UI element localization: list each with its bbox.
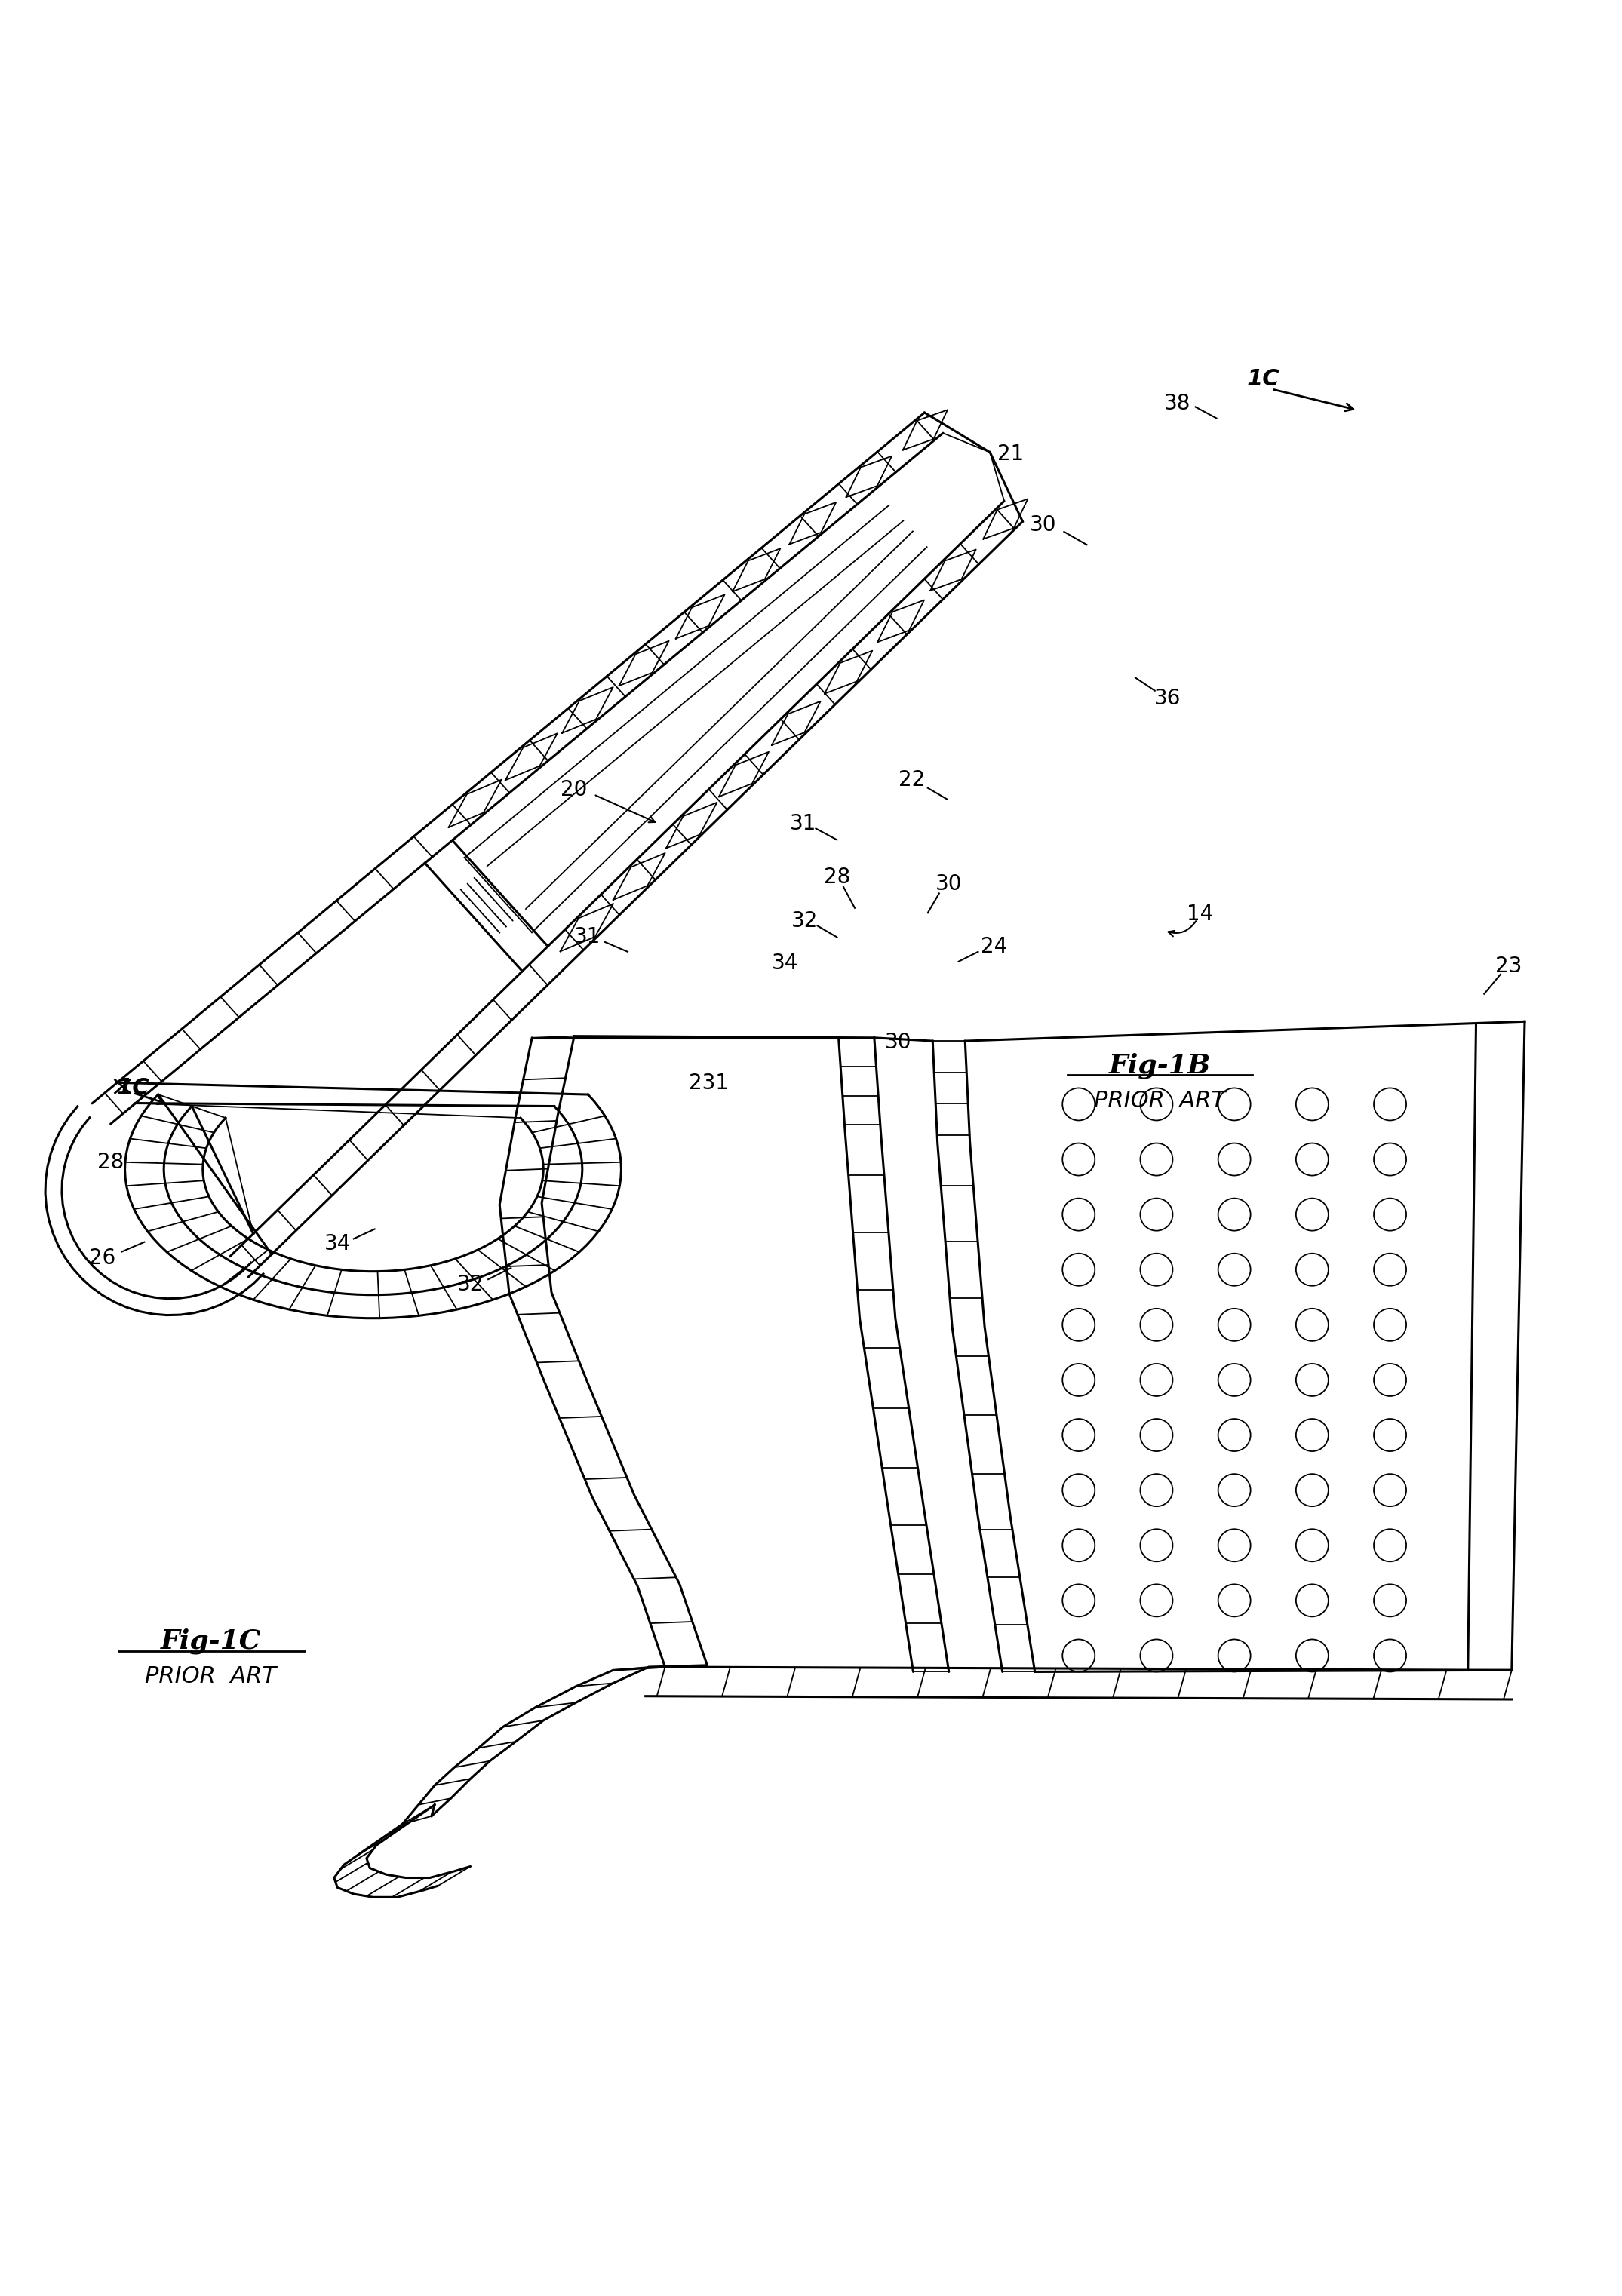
Text: 34: 34 <box>324 1233 350 1254</box>
Text: 28: 28 <box>97 1153 123 1173</box>
Text: Fig-1B: Fig-1B <box>1109 1052 1210 1079</box>
Text: 30: 30 <box>1030 514 1056 535</box>
Text: 28: 28 <box>824 866 850 889</box>
Text: 21: 21 <box>998 443 1023 464</box>
Text: 36: 36 <box>1155 689 1181 709</box>
Text: 31: 31 <box>574 928 600 948</box>
Text: 22: 22 <box>899 769 925 790</box>
Text: 1C: 1C <box>1247 367 1280 390</box>
Text: Fig-1C: Fig-1C <box>161 1628 261 1653</box>
Text: 14: 14 <box>1187 905 1213 925</box>
Text: 20: 20 <box>561 778 587 801</box>
Text: 30: 30 <box>886 1031 912 1054</box>
Text: 32: 32 <box>457 1274 483 1295</box>
Text: 231: 231 <box>689 1072 728 1093</box>
Text: 1C: 1C <box>117 1077 149 1100</box>
Text: 34: 34 <box>772 953 798 974</box>
Text: 32: 32 <box>792 912 817 932</box>
Text: 38: 38 <box>1165 393 1191 413</box>
Text: PRIOR  ART: PRIOR ART <box>146 1665 276 1688</box>
Text: 26: 26 <box>89 1247 115 1270</box>
Text: 30: 30 <box>936 872 962 893</box>
Text: 31: 31 <box>790 813 816 833</box>
Text: 23: 23 <box>1495 955 1521 976</box>
Text: 24: 24 <box>981 937 1007 957</box>
Text: PRIOR  ART: PRIOR ART <box>1095 1091 1225 1111</box>
